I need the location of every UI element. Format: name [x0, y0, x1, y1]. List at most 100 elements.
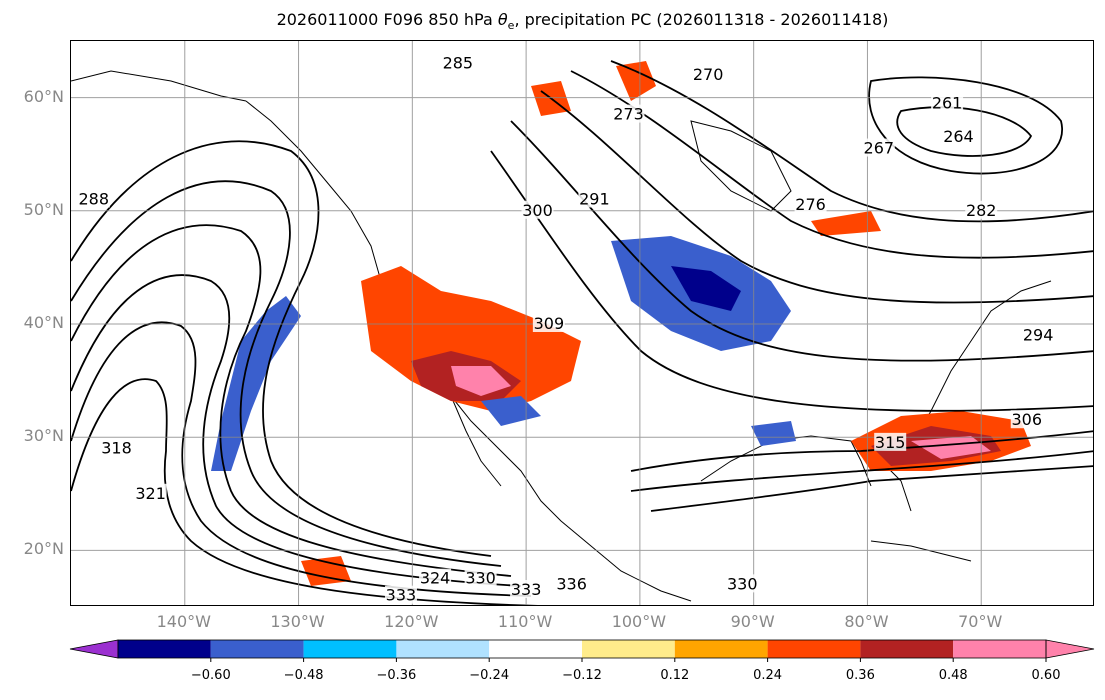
colorbar-bin — [860, 640, 954, 658]
colorbar-bin — [953, 640, 1046, 658]
theta-symbol: θ — [497, 10, 508, 29]
contour-label: 264 — [943, 127, 974, 146]
baja-california — [450, 395, 502, 487]
contour-label-bg — [931, 93, 964, 112]
colorbar-bin — [210, 640, 304, 658]
contour-label: 321 — [135, 484, 166, 503]
lon-label: 70°W — [958, 612, 1003, 631]
contour-label-bg — [726, 574, 759, 593]
contour-label: 267 — [864, 139, 895, 158]
precip-blob-atlantic — [811, 211, 881, 236]
contour-label: 309 — [534, 314, 565, 333]
colorbar-bin — [582, 640, 675, 658]
lon-label: 120°W — [384, 612, 439, 631]
lat-label: 40°N — [23, 313, 64, 332]
contour-label-bg — [521, 200, 554, 219]
contour-label: 315 — [875, 433, 906, 452]
contour-label-bg — [942, 127, 975, 146]
contour-label-layer: 285 270 273 261 267 264 276 282 288 291 300 309 294 3… — [77, 53, 1055, 605]
precip-blob-mexico — [301, 556, 351, 586]
lat-label: 20°N — [23, 539, 64, 559]
contour-label-bg — [134, 483, 167, 502]
colorbar-tick-label: 0.12 — [660, 668, 690, 683]
contour-label: 285 — [443, 54, 474, 73]
contour-label-bg — [555, 574, 588, 593]
contour-label-bg — [874, 432, 907, 451]
contour-label-bg — [612, 104, 645, 123]
contour-label-bg — [1022, 325, 1055, 344]
lat-label: 60°N — [23, 86, 64, 106]
precip-blob-hudson — [616, 61, 656, 101]
gulf-coast — [700, 435, 912, 512]
colorbar-bin — [303, 640, 397, 658]
precip-blob-gulf-blue — [751, 421, 796, 446]
contour-label-bg — [692, 64, 725, 83]
map-canvas[interactable]: 285 270 273 261 267 264 276 282 288 291 300 309 294 3… — [71, 41, 1094, 606]
contour-label: 333 — [511, 580, 542, 599]
colorbar-tick-label: −0.12 — [562, 668, 602, 683]
contour-label: 330 — [465, 569, 496, 588]
colorbar-bin — [674, 640, 768, 658]
hudson-bay — [690, 120, 792, 212]
contour-label-bg — [532, 314, 565, 332]
colorbar-tick-label: 0.48 — [938, 668, 968, 683]
contour-label: 306 — [1011, 410, 1042, 429]
contour-label-bg — [578, 189, 611, 208]
lon-label: 140°W — [156, 612, 211, 631]
colorbar-tick-label: −0.36 — [376, 668, 417, 683]
colorbar-tick-label: −0.48 — [283, 668, 324, 683]
contour-label: 270 — [693, 65, 724, 84]
contour-label-bg — [419, 568, 452, 587]
contour-label-bg — [510, 580, 543, 599]
contour-label-bg — [441, 53, 474, 72]
contour-label-bg — [77, 189, 110, 208]
alaska-coast — [71, 70, 247, 102]
contour-label: 276 — [795, 195, 826, 214]
lon-label: 100°W — [611, 612, 667, 631]
contour-label: 330 — [727, 574, 758, 593]
contour-label: 324 — [420, 569, 451, 588]
gridlines — [71, 41, 1093, 605]
contour-label-bg — [965, 200, 998, 219]
contour-label: 333 — [386, 586, 417, 605]
colorbar-tick-label: 0.60 — [1031, 668, 1061, 683]
colorbar-bin — [767, 640, 861, 658]
colorbar-bin — [489, 640, 582, 658]
cuba — [870, 540, 972, 562]
lat-label: 30°N — [23, 426, 64, 446]
chart-title: 2026011000 F096 850 hPa θe, precipitatio… — [276, 10, 889, 33]
colorbar-tick-label: 0.36 — [845, 668, 875, 683]
contour-label: 300 — [522, 201, 553, 220]
lat-label: 50°N — [23, 199, 64, 219]
colorbar-extend-high — [1045, 639, 1095, 659]
contour-label: 282 — [966, 201, 997, 220]
contour-label: 261 — [932, 93, 963, 112]
contour-label-bg — [862, 138, 895, 157]
contour-label-bg — [1010, 410, 1043, 429]
lon-label: 130°W — [270, 612, 325, 631]
theta-e-contours — [71, 60, 1093, 605]
contour-label-bg — [464, 568, 497, 587]
colorbar-tick-label: −0.60 — [190, 668, 231, 683]
contour-label: 273 — [613, 105, 644, 124]
colorbar-extend-low — [69, 639, 119, 659]
map-panel[interactable]: 285 270 273 261 267 264 276 282 288 291 300 309 294 3… — [70, 40, 1094, 606]
colorbar-bin — [396, 640, 490, 658]
contour-label-bg — [794, 195, 827, 214]
contour-label: 336 — [556, 574, 587, 593]
lon-label: 90°W — [730, 612, 775, 631]
lon-label: 80°W — [844, 612, 889, 631]
contour-label: 294 — [1023, 325, 1054, 344]
colorbar-tick-label: −0.24 — [469, 668, 510, 683]
contour-label: 288 — [78, 189, 109, 208]
colorbar-bin — [118, 640, 211, 658]
lon-label: 110°W — [497, 612, 553, 631]
contour-label: 291 — [579, 189, 610, 208]
precip-blob-gulf-stream-peak — [911, 436, 991, 459]
colorbar — [69, 639, 1095, 662]
precip-blob-pacific-band — [211, 296, 301, 471]
theta-subscript: e — [507, 19, 515, 33]
precip-blob-great-lakes-core — [671, 266, 741, 311]
contour-label-bg — [100, 438, 133, 457]
colorbar-tick-label: 0.24 — [753, 668, 783, 683]
